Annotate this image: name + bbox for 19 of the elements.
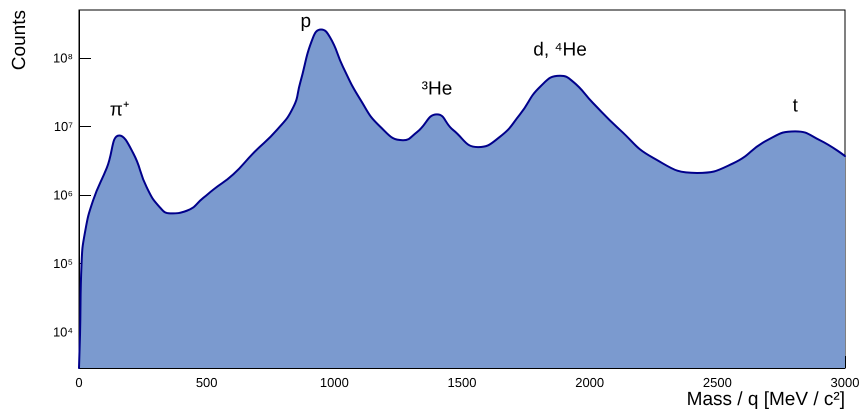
annotation: π⁺ bbox=[110, 99, 129, 120]
x-tick-label: 2500 bbox=[702, 375, 732, 390]
annotation: ³He bbox=[422, 78, 452, 100]
x-tick-label: 1000 bbox=[320, 375, 349, 390]
y-tick-label: 10⁷ bbox=[54, 118, 74, 134]
x-tick-label: 2000 bbox=[575, 375, 604, 390]
x-axis-title: Mass / q [MeV / c²] bbox=[686, 389, 845, 410]
x-tick-label: 500 bbox=[196, 375, 218, 390]
x-tick-label: 0 bbox=[75, 375, 83, 390]
x-tick-label: 1500 bbox=[448, 375, 476, 390]
annotation: p bbox=[300, 10, 312, 32]
annotation: t bbox=[792, 95, 799, 116]
y-tick-label: 10⁵ bbox=[53, 256, 73, 272]
annotation: d, ⁴He bbox=[533, 40, 587, 61]
y-tick-label: 10⁴ bbox=[52, 324, 73, 340]
x-tick-label: 3000 bbox=[830, 375, 860, 390]
y-tick-label: 10⁶ bbox=[53, 188, 73, 203]
y-tick-label: 10⁸ bbox=[53, 50, 73, 66]
y-axis-title: Counts bbox=[9, 10, 30, 70]
